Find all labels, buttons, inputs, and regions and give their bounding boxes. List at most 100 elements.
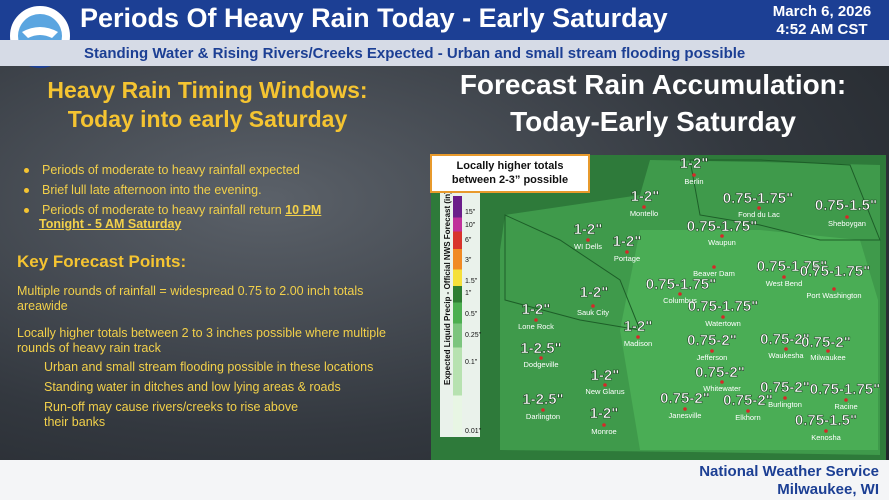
city-label: Berlin bbox=[684, 177, 703, 186]
city-dot bbox=[541, 408, 545, 412]
map-title: Today-Early Saturday bbox=[510, 106, 796, 137]
city-label: Fond du Lac bbox=[738, 210, 780, 219]
title: Periods Of Heavy Rain Today - Early Satu… bbox=[80, 3, 668, 33]
legend-swatch bbox=[453, 231, 462, 249]
amount-label: 1-2" bbox=[631, 188, 660, 205]
city-dot bbox=[712, 265, 716, 269]
city-dot bbox=[783, 396, 787, 400]
city-label: Madison bbox=[624, 339, 652, 348]
legend-tick-label: 0.1" bbox=[465, 359, 478, 366]
legend-tick-label: 0.01" bbox=[465, 428, 482, 435]
city-label: Port Washington bbox=[806, 291, 861, 300]
city-label: Waupun bbox=[708, 238, 736, 247]
key-point: Locally higher totals between 2 to 3 inc… bbox=[17, 326, 386, 355]
city-dot bbox=[844, 398, 848, 402]
city-dot bbox=[683, 407, 687, 411]
amount-label: 1-2" bbox=[574, 221, 603, 238]
amount-label: 0.75-1.75" bbox=[800, 263, 871, 280]
legend-label: Expected Liquid Precip - Official NWS Fo… bbox=[443, 191, 452, 385]
city-label: Columbus bbox=[663, 296, 697, 305]
city-label: Watertown bbox=[705, 319, 741, 328]
city-dot bbox=[782, 275, 786, 279]
amount-label: 0.75-1.5" bbox=[795, 412, 857, 429]
city-label: Janesville bbox=[669, 411, 702, 420]
city-dot bbox=[539, 356, 543, 360]
legend-swatch bbox=[453, 286, 462, 303]
city-dot bbox=[534, 318, 538, 322]
subtitle: Standing Water & Rising Rivers/Creeks Ex… bbox=[84, 45, 746, 62]
city-dot bbox=[642, 205, 646, 209]
amount-label: 1-2" bbox=[680, 155, 709, 172]
callout-text: Locally higher totals bbox=[457, 160, 564, 172]
key-point: Run-off may cause rivers/creeks to rise … bbox=[44, 400, 299, 429]
amount-label: 0.75-1.75" bbox=[687, 218, 758, 235]
legend-tick-label: 10" bbox=[465, 222, 476, 229]
time: 4:52 AM CST bbox=[776, 21, 868, 38]
amount-label: 0.75-2" bbox=[760, 331, 810, 348]
legend-tick-label: 1.5" bbox=[465, 278, 478, 285]
key-point: Standing water in ditches and low lying … bbox=[44, 380, 341, 394]
legend-tick-label: 3" bbox=[465, 257, 472, 264]
city-label: Montello bbox=[630, 209, 658, 218]
legend-swatch bbox=[453, 395, 462, 435]
county-lines bbox=[504, 159, 881, 331]
highlight: Tonight - 5 AM Saturday bbox=[39, 217, 182, 231]
city-dot bbox=[636, 335, 640, 339]
city-dot bbox=[845, 215, 849, 219]
city-dot bbox=[721, 315, 725, 319]
timestamp: March 6, 2026 4:52 AM CST bbox=[760, 3, 884, 39]
legend-swatch bbox=[453, 269, 462, 286]
city-label: Dodgeville bbox=[523, 360, 558, 369]
amount-label: 1-2" bbox=[590, 405, 619, 422]
city-label: Racine bbox=[834, 402, 857, 411]
amount-label: 1-2" bbox=[591, 367, 620, 384]
city-dot bbox=[757, 206, 761, 210]
city-dot bbox=[678, 292, 682, 296]
timing-title: Heavy Rain Timing Windows: Today into ear… bbox=[10, 76, 405, 134]
bullet: Periods of moderate to heavy rainfall ex… bbox=[16, 163, 416, 177]
amount-label: 1-2" bbox=[580, 284, 609, 301]
rain-map: Forecast Rain Accumulation: Today-Early … bbox=[430, 106, 886, 460]
legend-swatch bbox=[453, 323, 462, 348]
amount-label: 1-2.5" bbox=[522, 391, 563, 408]
city-label: Milwaukee bbox=[810, 353, 845, 362]
city-label: Jefferson bbox=[697, 353, 728, 362]
city-label: Kenosha bbox=[811, 433, 841, 442]
city-label: WI Dells bbox=[574, 242, 602, 251]
city-dot bbox=[824, 429, 828, 433]
bullet-text: Periods of moderate to heavy rainfall re… bbox=[42, 203, 286, 217]
legend-swatch bbox=[453, 249, 462, 270]
city-dot bbox=[586, 238, 590, 242]
amount-label: 1-2.5" bbox=[520, 340, 561, 357]
city-label: Darlington bbox=[526, 412, 560, 421]
city-dot bbox=[710, 349, 714, 353]
amount-label: 0.75-2" bbox=[660, 390, 710, 407]
city-label: Waukesha bbox=[768, 351, 804, 360]
city-dot bbox=[692, 173, 696, 177]
legend-tick-label: 0.5" bbox=[465, 311, 478, 318]
amount-label: 0.75-2" bbox=[723, 392, 773, 409]
bullet: Brief lull late afternoon into the eveni… bbox=[16, 183, 416, 197]
timing-title-line: Heavy Rain Timing Windows: bbox=[47, 77, 368, 103]
legend-swatch bbox=[453, 347, 462, 396]
subtitle-bar: Standing Water & Rising Rivers/Creeks Ex… bbox=[0, 40, 889, 66]
legend-swatch bbox=[453, 196, 462, 218]
legend-swatch bbox=[453, 217, 462, 232]
city-dot bbox=[591, 304, 595, 308]
map-region bbox=[620, 230, 878, 450]
footer: National Weather Service Milwaukee, WI bbox=[0, 460, 889, 500]
city-dot bbox=[720, 380, 724, 384]
city-dot bbox=[746, 409, 750, 413]
city-dot bbox=[603, 383, 607, 387]
timing-bullets: Periods of moderate to heavy rainfall ex… bbox=[16, 163, 416, 237]
amount-label: 0.75-2" bbox=[695, 364, 745, 381]
amount-label: 1-2" bbox=[613, 233, 642, 250]
legend-tick-label: 0.25" bbox=[465, 332, 482, 339]
amount-label: 0.75-2" bbox=[687, 332, 737, 349]
key-points: Multiple rounds of rainfall = widespread… bbox=[17, 284, 397, 430]
key-point: Urban and small stream flooding possible… bbox=[44, 360, 374, 374]
city-label: Lone Rock bbox=[518, 322, 554, 331]
city-label: Elkhorn bbox=[735, 413, 760, 422]
office: National Weather Service bbox=[699, 463, 879, 480]
